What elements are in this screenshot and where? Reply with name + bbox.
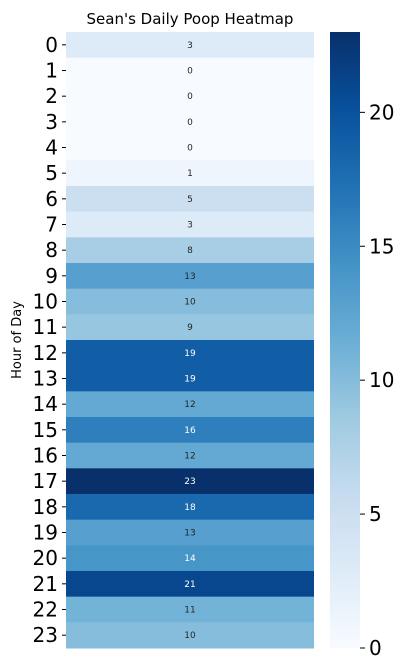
cell-annotation-hour-6: 5 (187, 195, 193, 205)
cell-annotation-hour-13: 19 (184, 375, 196, 385)
row-tick-label-4: 4 (45, 136, 58, 160)
heatmap-cell-hour-12 (66, 340, 314, 367)
row-tick-label-11: 11 (33, 315, 58, 339)
cell-annotation-hour-0: 3 (187, 41, 193, 51)
row-tick-label-2: 2 (45, 84, 58, 108)
heatmap-cell-hour-6 (66, 186, 314, 213)
cell-annotation-hour-18: 18 (184, 503, 196, 513)
row-tick-label-15: 15 (33, 418, 58, 442)
heatmap-cell-hour-0 (66, 32, 314, 59)
cell-annotation-hour-17: 23 (184, 477, 195, 487)
row-tick-label-1: 1 (45, 59, 58, 83)
heatmap-cell-hour-7 (66, 211, 314, 238)
row-tick-label-13: 13 (33, 367, 58, 391)
y-axis-label: Hour of Day (10, 301, 25, 379)
row-tick-label-9: 9 (45, 264, 58, 288)
cell-annotation-hour-21: 21 (184, 580, 195, 590)
row-tick-label-17: 17 (33, 469, 58, 493)
heatmap-cell-hour-10 (66, 288, 314, 315)
heatmap-cell-hour-13 (66, 365, 314, 392)
colorbar-ticks: 0 5 10 15 20 (360, 100, 394, 660)
cell-annotation-hour-4: 0 (187, 144, 193, 154)
colorbar-gradient (330, 32, 360, 648)
row-tick-label-14: 14 (33, 392, 58, 416)
cell-annotation-hour-10: 10 (184, 298, 196, 308)
cell-annotation-hour-19: 13 (184, 529, 195, 539)
row-tick-label-20: 20 (33, 546, 58, 570)
row-tick-label-10: 10 (33, 290, 58, 314)
colorbar-tick-label-20: 20 (369, 100, 394, 124)
chart-title: Sean's Daily Poop Heatmap (87, 10, 294, 28)
heatmap-cell-hour-3 (66, 109, 314, 136)
colorbar-tick-label-0: 0 (369, 636, 382, 660)
heatmap-cell-hour-21 (66, 571, 314, 598)
heatmap-cell-hour-1 (66, 57, 314, 84)
cell-annotation-hour-9: 13 (184, 272, 195, 282)
cell-annotation-hour-12: 19 (184, 349, 196, 359)
cell-annotation-hour-1: 0 (187, 67, 193, 77)
heatmap-cell-hour-2 (66, 83, 314, 110)
heatmap-cell-hour-18 (66, 494, 314, 521)
heatmap-cell-hour-14 (66, 391, 314, 418)
row-tick-label-18: 18 (33, 495, 58, 519)
heatmap-cell-hour-22 (66, 596, 314, 623)
row-tick-label-12: 12 (33, 341, 58, 365)
cell-annotation-hour-2: 0 (187, 92, 193, 102)
row-tick-label-8: 8 (45, 238, 58, 262)
row-tick-label-23: 23 (33, 623, 58, 647)
heatmap-cell-hour-8 (66, 237, 314, 264)
cell-annotation-hour-15: 16 (184, 426, 196, 436)
cell-annotation-hour-14: 12 (184, 400, 195, 410)
row-tick-label-22: 22 (33, 598, 58, 622)
cell-annotation-hour-16: 12 (184, 452, 195, 462)
heatmap-cell-hour-9 (66, 263, 314, 290)
heatmap-cell-hour-15 (66, 417, 314, 444)
heatmap-cell-hour-17 (66, 468, 314, 495)
cell-annotation-hour-23: 10 (184, 631, 196, 641)
colorbar-tick-label-10: 10 (369, 368, 394, 392)
cell-annotation-hour-20: 14 (184, 554, 196, 564)
row-tick-label-16: 16 (33, 444, 58, 468)
colorbar: 0 5 10 15 20 (330, 32, 394, 660)
heatmap-cell-hour-5 (66, 160, 314, 187)
heatmap-cells: 3 0 0 0 0 1 5 3 8 13 10 9 19 19 12 16 12 23 18 13 14 21 11 10 (66, 32, 314, 649)
heatmap-cell-hour-19 (66, 519, 314, 546)
heatmap-cell-hour-11 (66, 314, 314, 341)
row-tick-label-6: 6 (45, 187, 58, 211)
row-tick-label-7: 7 (45, 213, 58, 237)
heatmap-cell-hour-23 (66, 622, 314, 649)
row-tick-label-21: 21 (33, 572, 58, 596)
cell-annotation-hour-11: 9 (187, 323, 193, 333)
colorbar-tick-label-15: 15 (369, 234, 394, 258)
row-tick-label-3: 3 (45, 110, 58, 134)
row-tick-label-19: 19 (33, 521, 58, 545)
heatmap-cell-hour-16 (66, 442, 314, 469)
cell-annotation-hour-8: 8 (187, 246, 193, 256)
row-tick-label-5: 5 (45, 161, 58, 185)
cell-annotation-hour-22: 11 (184, 606, 195, 616)
row-tick-label-0: 0 (45, 33, 58, 57)
cell-annotation-hour-7: 3 (187, 221, 193, 231)
heatmap-cell-hour-20 (66, 545, 314, 572)
cell-annotation-hour-3: 0 (187, 118, 193, 128)
heatmap-cell-hour-4 (66, 134, 314, 161)
cell-annotation-hour-5: 1 (187, 169, 193, 179)
colorbar-tick-label-5: 5 (369, 502, 382, 526)
